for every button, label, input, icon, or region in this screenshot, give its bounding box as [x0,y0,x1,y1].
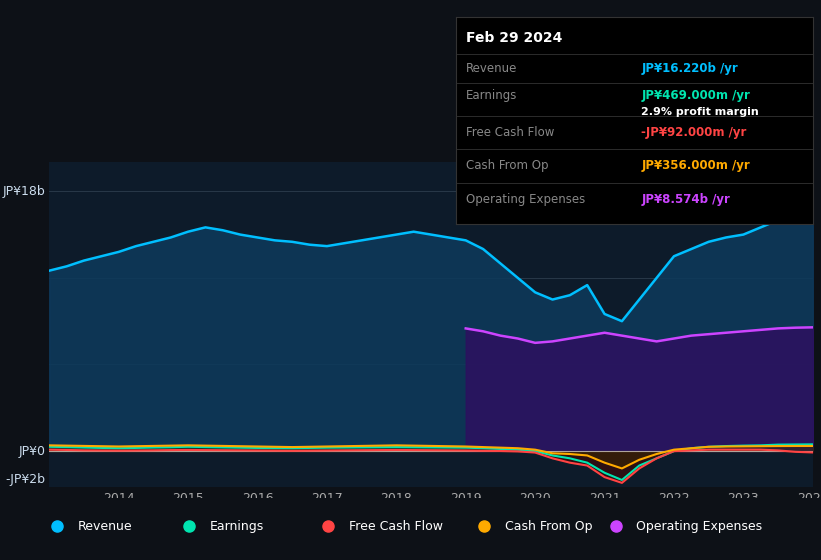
Text: Revenue: Revenue [466,62,518,75]
Text: -JP¥92.000m /yr: -JP¥92.000m /yr [641,127,747,139]
Text: JP¥8.574b /yr: JP¥8.574b /yr [641,193,730,206]
Text: JP¥0: JP¥0 [18,445,45,458]
Text: Free Cash Flow: Free Cash Flow [466,127,555,139]
Text: JP¥16.220b /yr: JP¥16.220b /yr [641,62,738,75]
Text: Cash From Op: Cash From Op [466,160,549,172]
Text: Operating Expenses: Operating Expenses [636,520,763,533]
Text: Feb 29 2024: Feb 29 2024 [466,31,562,45]
Text: Earnings: Earnings [466,89,518,102]
Text: Free Cash Flow: Free Cash Flow [349,520,443,533]
Text: Revenue: Revenue [78,520,133,533]
Text: Operating Expenses: Operating Expenses [466,193,585,206]
Text: Earnings: Earnings [209,520,264,533]
Text: 2.9% profit margin: 2.9% profit margin [641,107,759,117]
Text: JP¥356.000m /yr: JP¥356.000m /yr [641,160,750,172]
Text: -JP¥2b: -JP¥2b [6,474,45,487]
Text: JP¥469.000m /yr: JP¥469.000m /yr [641,89,750,102]
Text: JP¥18b: JP¥18b [2,185,45,198]
Text: Cash From Op: Cash From Op [505,520,593,533]
